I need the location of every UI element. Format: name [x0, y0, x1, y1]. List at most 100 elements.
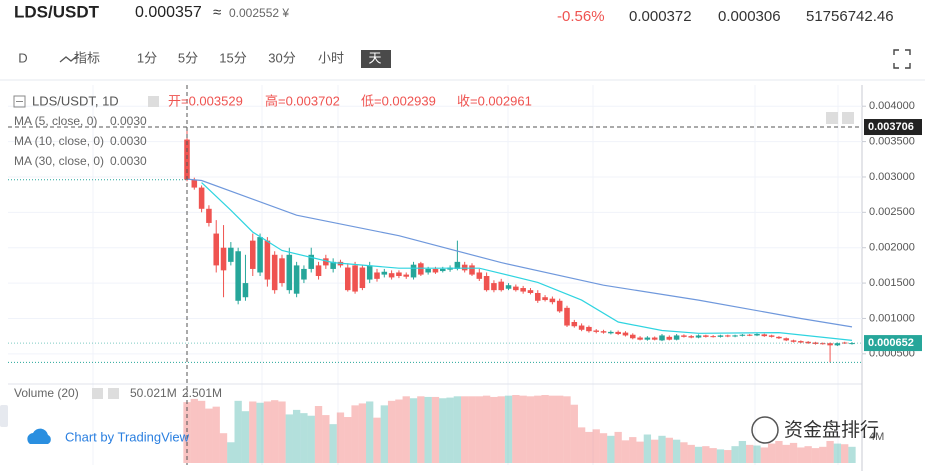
- candle-body: [695, 335, 702, 338]
- candle-body: [257, 237, 263, 273]
- candle-body: [659, 335, 665, 341]
- candle-body: [513, 286, 519, 291]
- volume-bar: [271, 400, 279, 463]
- volume-bar: [621, 440, 630, 463]
- volume-bar: [577, 427, 586, 463]
- scroll-btn[interactable]: [826, 112, 838, 124]
- candle-body: [608, 331, 614, 334]
- volume-bar: [848, 446, 856, 463]
- volume-bar: [461, 396, 469, 463]
- volume-bar: [249, 401, 257, 463]
- indicator-icon: [59, 54, 79, 63]
- candle-body: [184, 139, 190, 180]
- volume-bar: [841, 444, 849, 463]
- candle-body: [469, 265, 475, 275]
- toolbar-item[interactable]: 1分: [137, 50, 157, 65]
- volume-bar: [767, 443, 776, 463]
- candle-body: [827, 343, 833, 346]
- toolbar-item[interactable]: 30分: [268, 50, 295, 65]
- side-handle[interactable]: [0, 405, 8, 427]
- volume-bar: [329, 424, 337, 463]
- volume-bar: [402, 396, 410, 463]
- volume-bar: [417, 396, 425, 463]
- ohlc-value: 高=0.003702: [265, 93, 340, 108]
- candle-body: [564, 307, 570, 326]
- toolbar-item[interactable]: 指标: [74, 50, 100, 65]
- volume-bar: [212, 406, 220, 463]
- ohlc-value: 收=0.002961: [457, 93, 532, 108]
- volume-bar: [234, 400, 242, 463]
- volume-bar: [614, 431, 622, 463]
- volume-bar: [687, 444, 695, 463]
- ma-name: MA (10, close, 0): [14, 134, 104, 148]
- candle-body: [264, 240, 271, 280]
- y-tick-label: 0.002500: [869, 206, 915, 218]
- volume-bar: [446, 397, 454, 463]
- volume-bar: [336, 412, 345, 463]
- volume-bar: [351, 405, 359, 463]
- candle-body: [271, 254, 278, 291]
- volume-value: 50.021M: [130, 386, 177, 400]
- ma-name: MA (30, close, 0): [14, 154, 104, 168]
- converted-price: 0.002552 ¥: [229, 6, 289, 20]
- volume-bar: [468, 396, 476, 463]
- toolbar-item[interactable]: D: [18, 50, 27, 65]
- volume-bar: [395, 399, 403, 463]
- volume-bar: [241, 411, 250, 463]
- high-24h: 0.000372: [629, 8, 692, 25]
- volume-bar: [366, 401, 374, 463]
- candle-body: [439, 268, 446, 272]
- candle-body: [622, 332, 629, 336]
- candle-body: [483, 276, 490, 291]
- candle-body: [191, 179, 198, 188]
- symbol: LDS/USDT: [14, 2, 100, 21]
- volume-close[interactable]: [108, 388, 119, 399]
- candle-body: [293, 265, 300, 294]
- ohlc-value: 开=0.003529: [168, 93, 243, 108]
- candle-body: [724, 335, 731, 337]
- volume-bar: [431, 396, 440, 463]
- scroll-btn[interactable]: [842, 112, 854, 124]
- volume-bar: [285, 414, 293, 463]
- candle-body: [629, 334, 636, 339]
- candle-body: [505, 285, 512, 289]
- volume-bar: [680, 442, 688, 463]
- candle-body: [841, 342, 848, 344]
- toolbar-selected-bg[interactable]: [361, 50, 391, 68]
- volume-bar: [219, 433, 228, 463]
- volume-bar: [534, 395, 542, 463]
- candle-body: [754, 334, 760, 336]
- attribution[interactable]: Chart by TradingView: [65, 429, 190, 444]
- toolbar-item[interactable]: 5分: [178, 50, 198, 65]
- volume-bar: [424, 396, 432, 463]
- volume-bar: [344, 417, 352, 463]
- toolbar-item[interactable]: 天: [368, 50, 381, 65]
- ma-name: MA (5, close, 0): [14, 114, 97, 128]
- fullscreen-button[interactable]: [893, 49, 911, 69]
- volume-settings[interactable]: [92, 388, 103, 399]
- candle-body: [542, 297, 548, 301]
- approx-sign: ≈: [213, 4, 221, 21]
- toolbar-item[interactable]: 小时: [318, 50, 344, 65]
- candle-body: [344, 267, 351, 291]
- collapse-icon[interactable]: [13, 95, 26, 108]
- y-tick-label: 0.004000: [869, 100, 915, 112]
- settings-icon[interactable]: [148, 96, 159, 107]
- volume-bar: [665, 437, 673, 463]
- toolbar-item[interactable]: 15分: [219, 50, 246, 65]
- volume-bar: [512, 395, 520, 463]
- candle-body: [834, 343, 841, 346]
- candle-body: [819, 343, 826, 345]
- candle-body: [790, 340, 797, 342]
- candle-body: [206, 208, 212, 223]
- volume-bar: [263, 401, 272, 463]
- candle-body: [388, 273, 395, 278]
- volume-bar: [197, 400, 206, 463]
- volume-bar: [731, 446, 739, 463]
- crosshair-label: 0.003706: [868, 121, 914, 133]
- candle-body: [425, 268, 431, 273]
- ma-line: [201, 182, 853, 341]
- candle-body: [403, 274, 410, 277]
- volume-bar: [658, 435, 666, 463]
- candle-body: [717, 335, 724, 337]
